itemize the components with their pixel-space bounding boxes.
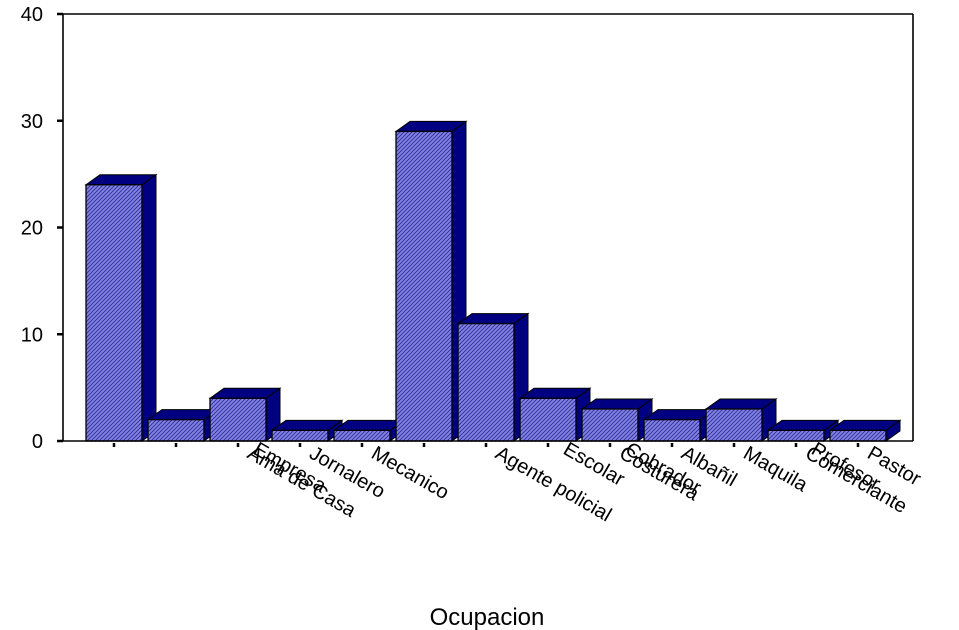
bar-front bbox=[85, 184, 143, 442]
bar-front bbox=[209, 397, 267, 442]
x-tick-label: Maquila bbox=[740, 442, 812, 497]
axes-layer bbox=[57, 12, 914, 447]
bar-front bbox=[395, 130, 453, 442]
y-tick-label: 30 bbox=[21, 111, 43, 133]
bar bbox=[332, 419, 406, 442]
bar bbox=[456, 312, 530, 442]
bar bbox=[518, 387, 592, 442]
y-tick-label: 0 bbox=[32, 431, 43, 453]
y-tick-label: 20 bbox=[21, 218, 43, 240]
bar-front bbox=[767, 429, 825, 442]
bar-front bbox=[457, 322, 515, 442]
bar-front bbox=[829, 429, 887, 442]
bar-front bbox=[519, 397, 577, 442]
bar-front bbox=[147, 418, 205, 442]
bar-front bbox=[705, 408, 763, 442]
bar-front bbox=[643, 418, 701, 442]
x-axis-title: Ocupacion bbox=[430, 604, 545, 630]
bar bbox=[270, 419, 344, 442]
bar bbox=[394, 120, 468, 442]
bar-side bbox=[141, 173, 157, 442]
bar bbox=[84, 173, 158, 442]
bar-front bbox=[581, 408, 639, 442]
bars-layer bbox=[84, 120, 902, 442]
bar-front bbox=[271, 429, 329, 442]
bar bbox=[580, 398, 654, 442]
bar bbox=[704, 398, 778, 442]
y-tick-label: 10 bbox=[21, 324, 43, 346]
bar bbox=[208, 387, 282, 442]
bar-front bbox=[333, 429, 391, 442]
bar bbox=[146, 408, 220, 442]
bar bbox=[642, 408, 716, 442]
bar bbox=[828, 419, 902, 442]
bar bbox=[766, 419, 840, 442]
y-tick-label: 40 bbox=[21, 4, 43, 26]
